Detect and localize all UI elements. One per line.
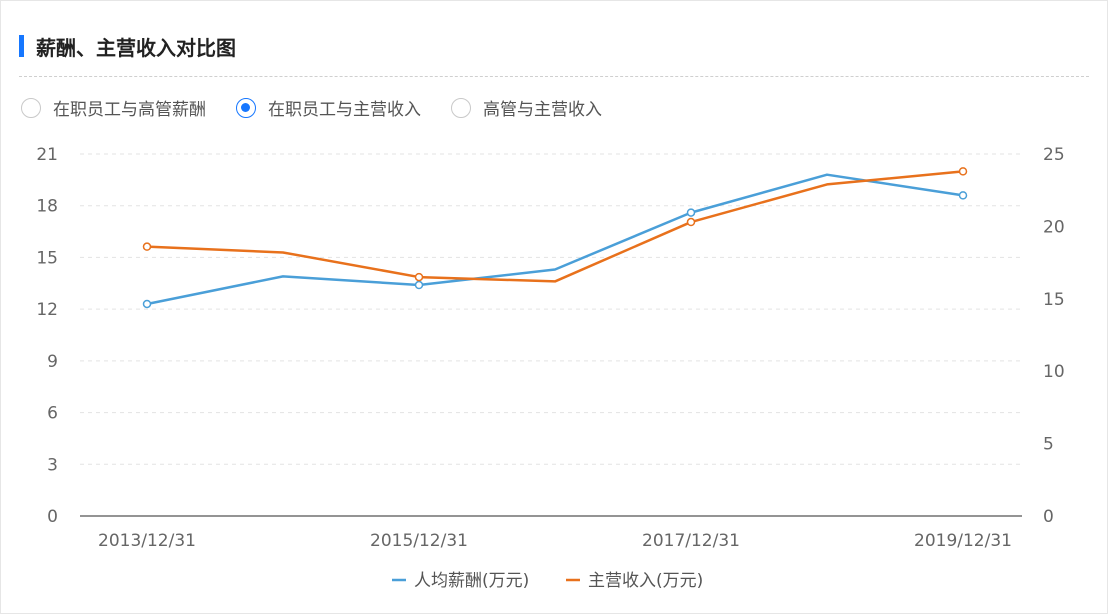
radio-circle-icon[interactable] [451, 97, 471, 118]
x-tick-label: 2017/12/31 [642, 531, 740, 551]
y-left-tick-label: 0 [47, 507, 58, 527]
y-right-tick-label: 25 [1043, 145, 1065, 165]
divider [19, 76, 1089, 77]
y-left-tick-label: 3 [47, 455, 58, 475]
data-point [142, 299, 152, 309]
y-left-tick-label: 12 [36, 300, 58, 320]
radio-staff-revenue[interactable]: 在职员工与主营收入 [236, 95, 421, 120]
data-point [414, 280, 424, 290]
title-row: 薪酬、主营收入对比图 [19, 31, 236, 61]
data-point [958, 167, 968, 176]
radio-label: 高管与主营收入 [483, 100, 602, 120]
series-line-2 [146, 170, 964, 283]
x-tick-label: 2019/12/31 [914, 531, 1012, 551]
y-right-tick-label: 15 [1043, 290, 1065, 310]
radio-circle-icon[interactable] [236, 97, 256, 118]
series-line-1 [146, 173, 964, 306]
data-point [686, 208, 696, 217]
y-left-tick-label: 18 [36, 197, 58, 217]
radio-label: 在职员工与高管薪酬 [53, 100, 206, 120]
radio-group: 在职员工与高管薪酬 在职员工与主营收入 高管与主营收入 [21, 95, 632, 120]
chart-title: 薪酬、主营收入对比图 [36, 35, 236, 60]
y-right-tick-label: 0 [1043, 507, 1054, 527]
data-point [958, 191, 968, 200]
y-left-tick-label: 21 [36, 145, 58, 165]
y-right-tick-label: 20 [1043, 217, 1065, 237]
data-point [414, 272, 424, 282]
legend-label: 主营收入(万元) [588, 571, 703, 591]
y-left-tick-label: 9 [47, 352, 58, 372]
y-right-tick-label: 5 [1043, 435, 1054, 455]
y-left-tick-label: 15 [36, 248, 58, 268]
radio-exec-revenue[interactable]: 高管与主营收入 [451, 95, 602, 120]
x-tick-label: 2013/12/31 [98, 531, 196, 551]
y-left-tick-label: 6 [47, 404, 58, 424]
radio-staff-exec-pay[interactable]: 在职员工与高管薪酬 [21, 95, 206, 120]
data-point [686, 217, 696, 227]
title-accent-bar [19, 35, 24, 57]
radio-circle-icon[interactable] [21, 97, 41, 118]
y-right-tick-label: 10 [1043, 362, 1065, 382]
legend-label: 人均薪酬(万元) [414, 571, 529, 591]
x-tick-label: 2015/12/31 [370, 531, 468, 551]
radio-label: 在职员工与主营收入 [268, 100, 421, 120]
data-point [142, 242, 152, 251]
